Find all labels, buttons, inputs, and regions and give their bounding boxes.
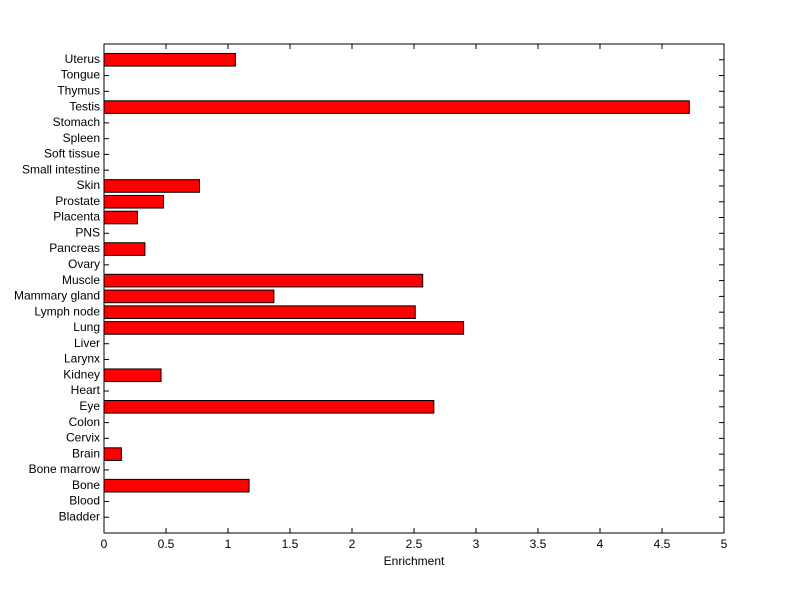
bar bbox=[103, 368, 162, 383]
x-tick-label: 2.5 bbox=[406, 537, 423, 551]
y-tick-label: Lung bbox=[73, 320, 100, 334]
y-tick-label: Pancreas bbox=[49, 241, 100, 255]
bar bbox=[103, 210, 138, 225]
bar bbox=[103, 194, 165, 209]
x-tick-label: 5 bbox=[721, 537, 728, 551]
y-tick-label: Lymph node bbox=[34, 304, 100, 318]
x-tick-label: 1.5 bbox=[282, 537, 299, 551]
y-tick-label: Ovary bbox=[68, 257, 100, 271]
y-tick-label: Stomach bbox=[53, 115, 100, 129]
bar bbox=[103, 242, 146, 256]
y-tick-label: Blood bbox=[69, 494, 100, 508]
x-tick-label: 2 bbox=[349, 537, 356, 551]
bar bbox=[103, 478, 250, 493]
x-axis-label: Enrichment bbox=[384, 554, 445, 568]
y-tick-label: Liver bbox=[74, 336, 100, 350]
y-tick-label: Heart bbox=[71, 383, 101, 397]
bar bbox=[103, 52, 236, 67]
bar bbox=[103, 447, 122, 461]
bar bbox=[103, 399, 435, 414]
bar bbox=[103, 321, 465, 335]
y-tick-label: Brain bbox=[72, 446, 100, 460]
y-tick-label: Small intestine bbox=[22, 162, 100, 176]
y-tick-label: Tongue bbox=[61, 68, 101, 82]
plot-frame bbox=[103, 43, 725, 534]
x-tick-label: 1 bbox=[225, 537, 232, 551]
y-tick-label: Bone marrow bbox=[29, 462, 101, 476]
y-tick-label: Thymus bbox=[57, 83, 100, 97]
x-tick-label: 4 bbox=[597, 537, 604, 551]
y-tick-label: Prostate bbox=[55, 194, 100, 208]
y-tick-label: Cervix bbox=[66, 431, 100, 445]
bar bbox=[103, 289, 275, 304]
x-tick-label: 0 bbox=[101, 537, 108, 551]
y-tick-label: Testis bbox=[69, 99, 100, 113]
x-tick-label: 3 bbox=[473, 537, 480, 551]
y-tick-label: Eye bbox=[79, 399, 100, 413]
y-tick-label: Skin bbox=[77, 178, 100, 192]
x-tick-label: 3.5 bbox=[530, 537, 547, 551]
y-tick-label: Kidney bbox=[63, 367, 100, 381]
y-tick-label: Mammary gland bbox=[14, 289, 100, 303]
y-tick-label: Soft tissue bbox=[44, 147, 100, 161]
bar bbox=[103, 100, 690, 114]
y-tick-label: Uterus bbox=[65, 52, 100, 66]
bar bbox=[103, 179, 200, 193]
y-tick-label: Placenta bbox=[53, 210, 100, 224]
y-tick-label: Bone bbox=[72, 478, 100, 492]
y-tick-label: Colon bbox=[69, 415, 100, 429]
y-tick-label: Spleen bbox=[63, 131, 100, 145]
y-tick-label: Muscle bbox=[62, 273, 100, 287]
bar bbox=[103, 305, 416, 319]
bar bbox=[103, 273, 424, 288]
y-tick-label: Bladder bbox=[59, 509, 100, 523]
y-tick-label: PNS bbox=[75, 225, 100, 239]
x-tick-label: 0.5 bbox=[158, 537, 175, 551]
y-tick-label: Larynx bbox=[64, 352, 100, 366]
x-tick-label: 4.5 bbox=[654, 537, 671, 551]
